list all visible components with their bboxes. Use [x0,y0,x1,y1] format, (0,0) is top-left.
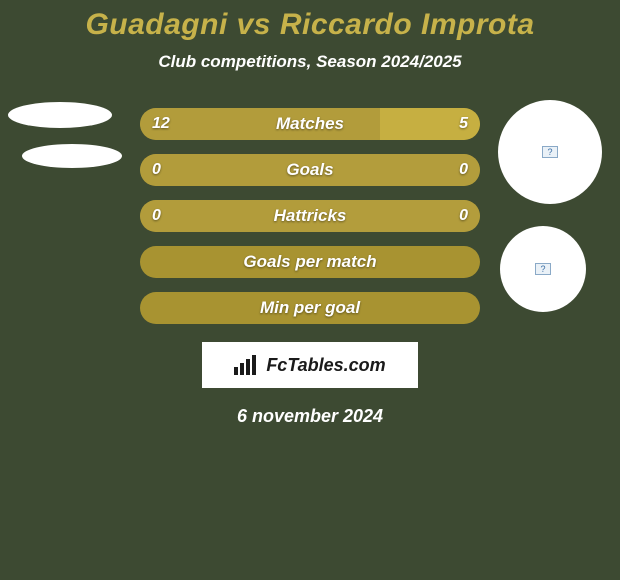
stat-bar: 00Hattricks [140,200,480,232]
stat-bars: 125Matches 00Goals 00Hattricks Goals per ma… [140,108,480,324]
bar-label: Goals [140,154,480,186]
stat-bar: Goals per match [140,246,480,278]
stat-bar: Min per goal [140,292,480,324]
player-a-avatar-ellipse-1 [8,102,112,128]
bar-label: Min per goal [140,292,480,324]
page-subtitle: Club competitions, Season 2024/2025 [0,52,620,72]
page: Guadagni vs Riccardo Improta Club compet… [0,0,620,580]
flag-placeholder-icon: ? [542,146,558,158]
player-b-avatar-circle-2: ? [500,226,586,312]
player-a-avatar-ellipse-2 [22,144,122,168]
player-b-avatar-circle-1: ? [498,100,602,204]
flag-placeholder-icon: ? [535,263,551,275]
page-title: Guadagni vs Riccardo Improta [0,8,620,42]
comparison-area: ? ? 125Matches 00Goals 00Hattricks Goals pe… [0,108,620,324]
bar-label: Goals per match [140,246,480,278]
fctables-watermark: FcTables.com [202,342,418,388]
bar-label: Hattricks [140,200,480,232]
chart-bars-icon [234,355,260,375]
stat-bar: 125Matches [140,108,480,140]
fctables-label: FcTables.com [266,355,385,376]
date-text: 6 november 2024 [0,406,620,427]
bar-label: Matches [140,108,480,140]
stat-bar: 00Goals [140,154,480,186]
